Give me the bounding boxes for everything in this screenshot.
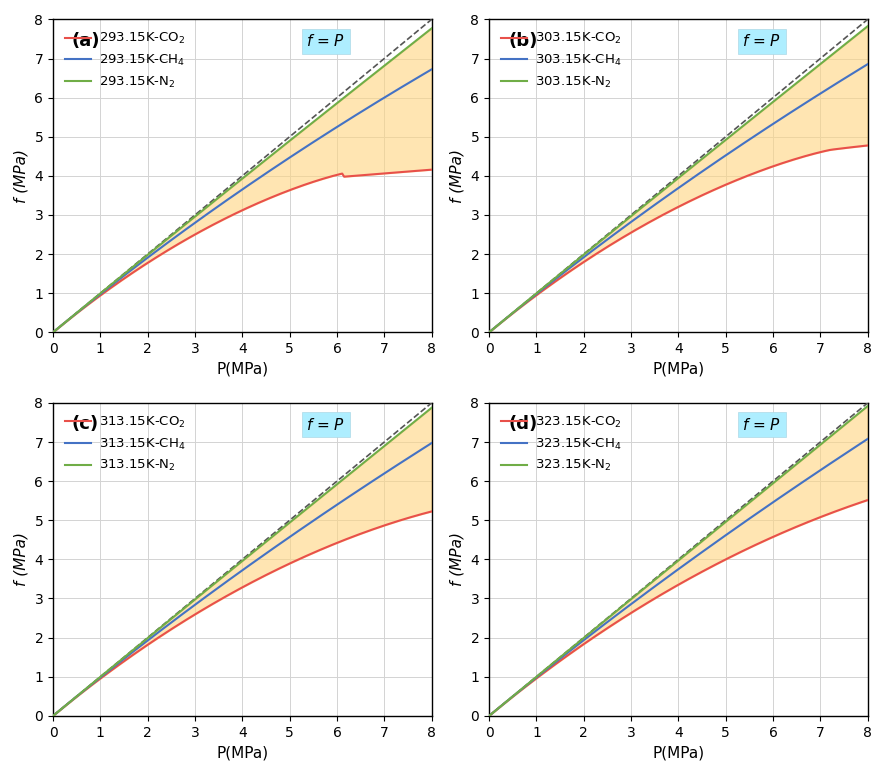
Text: (c): (c) — [72, 416, 99, 433]
Y-axis label: f (MPa): f (MPa) — [14, 149, 29, 203]
Legend: 303.15K-CO$_2$, 303.15K-CH$_4$, 303.15K-N$_2$: 303.15K-CO$_2$, 303.15K-CH$_4$, 303.15K-… — [495, 26, 627, 95]
Y-axis label: f (MPa): f (MPa) — [14, 533, 29, 587]
Text: (a): (a) — [72, 32, 100, 50]
Text: $f$ = $P$: $f$ = $P$ — [306, 417, 346, 433]
X-axis label: P(MPa): P(MPa) — [652, 745, 704, 760]
Legend: 313.15K-CO$_2$, 313.15K-CH$_4$, 313.15K-N$_2$: 313.15K-CO$_2$, 313.15K-CH$_4$, 313.15K-… — [59, 409, 191, 478]
Text: $f$ = $P$: $f$ = $P$ — [742, 33, 781, 50]
X-axis label: P(MPa): P(MPa) — [652, 361, 704, 377]
X-axis label: P(MPa): P(MPa) — [216, 745, 268, 760]
Text: (d): (d) — [508, 416, 537, 433]
Text: $f$ = $P$: $f$ = $P$ — [742, 417, 781, 433]
X-axis label: P(MPa): P(MPa) — [216, 361, 268, 377]
Y-axis label: f (MPa): f (MPa) — [450, 149, 465, 203]
Text: (b): (b) — [508, 32, 538, 50]
Legend: 293.15K-CO$_2$, 293.15K-CH$_4$, 293.15K-N$_2$: 293.15K-CO$_2$, 293.15K-CH$_4$, 293.15K-… — [59, 26, 190, 95]
Y-axis label: f (MPa): f (MPa) — [450, 533, 465, 587]
Legend: 323.15K-CO$_2$, 323.15K-CH$_4$, 323.15K-N$_2$: 323.15K-CO$_2$, 323.15K-CH$_4$, 323.15K-… — [495, 409, 627, 478]
Text: $f$ = $P$: $f$ = $P$ — [306, 33, 346, 50]
